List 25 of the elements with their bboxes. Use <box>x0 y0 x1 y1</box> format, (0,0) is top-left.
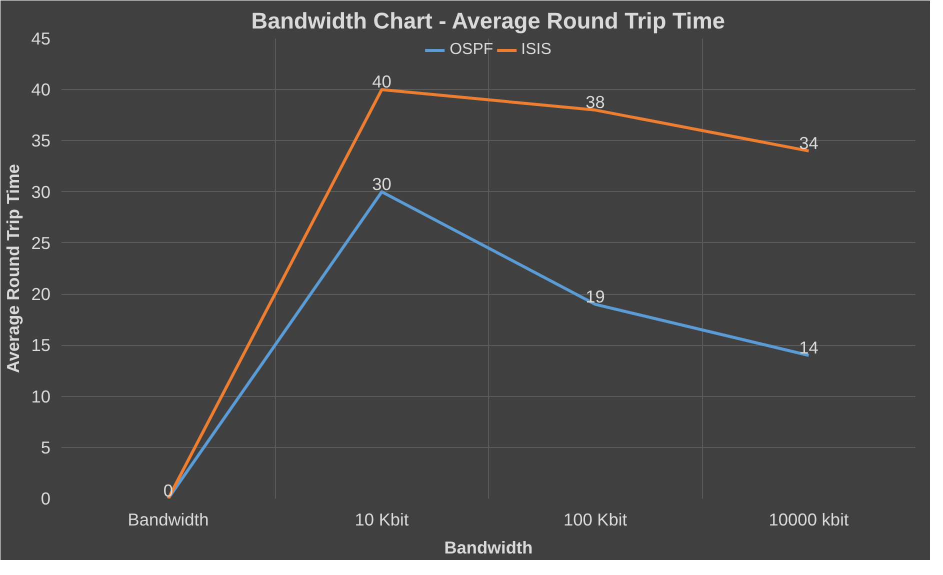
y-axis-title: Average Round Trip Time <box>3 164 24 373</box>
y-tick-label: 30 <box>31 182 51 202</box>
x-tick-label: 100 Kbit <box>563 510 628 530</box>
x-axis-title: Bandwidth <box>444 538 533 558</box>
x-tick-label: 10000 kbit <box>768 510 849 530</box>
y-tick-label: 20 <box>31 284 51 304</box>
y-tick-label: 35 <box>31 130 51 151</box>
y-tick-label: 25 <box>31 232 51 253</box>
data-label: 14 <box>799 337 819 358</box>
data-label: 38 <box>586 92 605 112</box>
data-label: 30 <box>372 174 392 194</box>
x-tick-label: Bandwidth <box>128 510 209 530</box>
y-tick-label: 15 <box>31 335 51 356</box>
y-tick-label: 40 <box>31 80 51 100</box>
x-tick-label: 10 Kbit <box>354 510 409 530</box>
chart-title: Bandwidth Chart - Average Round Trip Time <box>251 8 725 34</box>
y-tick-label: 0 <box>40 488 51 508</box>
y-tick-label: 45 <box>31 28 51 48</box>
legend-label: ISIS <box>521 41 552 59</box>
data-label: 34 <box>799 132 819 153</box>
legend-label: OSPF <box>450 41 494 59</box>
data-label: 40 <box>372 72 392 92</box>
y-tick-label: 10 <box>31 386 51 406</box>
y-tick-label: 5 <box>40 437 51 458</box>
data-label: 19 <box>586 286 605 306</box>
